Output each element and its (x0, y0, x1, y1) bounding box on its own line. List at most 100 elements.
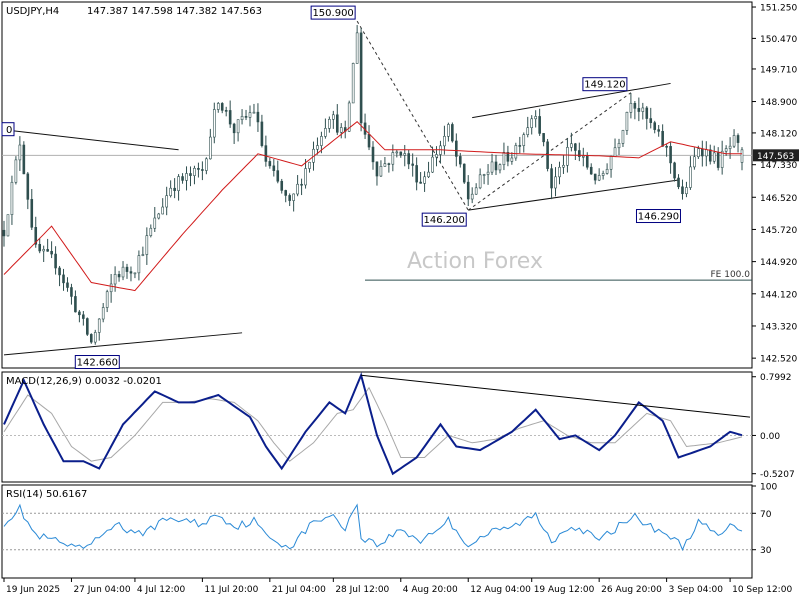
price-callout-box (310, 5, 356, 20)
candle-body (601, 173, 605, 176)
candle-body (494, 161, 498, 171)
candle (486, 164, 490, 185)
candle (411, 153, 414, 177)
candle (597, 168, 601, 182)
candle-body (562, 164, 565, 168)
candle-body (153, 217, 157, 229)
candle (518, 136, 522, 154)
ohlc-label: 147.387 147.598 147.382 147.563 (87, 6, 262, 17)
candle-body (205, 158, 208, 171)
candle (209, 128, 212, 160)
candle-body (292, 193, 295, 201)
candle (316, 137, 319, 155)
candle (681, 179, 684, 200)
candle (117, 270, 121, 282)
candle-body (581, 155, 585, 158)
candle (125, 263, 129, 279)
candle-body (308, 161, 311, 169)
candle (248, 105, 252, 127)
candle-body (542, 133, 545, 143)
candle-body (137, 255, 141, 274)
candle-body (149, 227, 153, 236)
candle (677, 174, 680, 190)
candle (455, 133, 458, 167)
candle (701, 140, 704, 167)
candle-body (379, 166, 383, 177)
candle-body (530, 118, 534, 129)
candle (609, 155, 613, 178)
candle (574, 142, 577, 161)
candle-body (395, 151, 399, 154)
candle-body (689, 166, 692, 188)
price-callout-box (74, 355, 120, 370)
candle (581, 147, 585, 167)
candle-body (681, 186, 684, 195)
candle (720, 140, 724, 175)
candle-body (74, 296, 77, 313)
candle (629, 93, 633, 119)
time-axis-label: 27 Jun 04:00 (73, 585, 130, 595)
candle-body (716, 152, 720, 168)
projection-line (356, 20, 469, 211)
candle-body (141, 254, 145, 256)
candle (347, 100, 351, 132)
candle-body (78, 311, 81, 316)
candle-body (427, 171, 430, 178)
candle (66, 277, 69, 292)
candle (22, 141, 26, 175)
candle (89, 333, 93, 344)
candle-body (387, 163, 391, 165)
candle-body (466, 181, 470, 200)
price-axis-label: 145.720 (760, 226, 797, 236)
candle-body (232, 123, 236, 134)
candle (522, 132, 526, 153)
candle-body (70, 287, 73, 297)
candle (161, 198, 165, 215)
candle-body (252, 111, 256, 114)
candle-body (522, 134, 526, 146)
candle-body (443, 136, 446, 147)
candle (621, 129, 625, 147)
candle (335, 104, 339, 136)
candle-body (701, 148, 704, 157)
candle (82, 311, 85, 326)
time-axis-label: 3 Sep 04:00 (669, 585, 724, 595)
candle (613, 138, 617, 157)
candle-body (669, 146, 672, 164)
candle-body (704, 149, 708, 157)
candle (447, 122, 450, 142)
time-axis-label: 19 Aug 12:00 (534, 585, 595, 595)
candle-body (145, 235, 149, 255)
candle (669, 142, 672, 174)
price-axis-label: 146.520 (760, 194, 797, 204)
candle (224, 106, 228, 117)
candle (435, 146, 438, 167)
candle-body (578, 150, 581, 157)
candle-body (589, 166, 593, 175)
price-axis-label: 149.710 (760, 65, 797, 75)
candle-body (355, 32, 359, 64)
candle-body (685, 187, 688, 195)
candle (439, 140, 442, 164)
candle (498, 163, 502, 174)
candle (526, 116, 530, 138)
candle-body (585, 155, 589, 168)
candle-body (641, 107, 645, 112)
candle-body (625, 111, 629, 131)
candle-body (645, 107, 649, 119)
candle (478, 168, 482, 190)
candle-body (708, 149, 712, 162)
candle (97, 318, 101, 341)
candle-body (296, 183, 299, 195)
candle-body (423, 176, 426, 184)
candle (601, 170, 605, 180)
candle-body (629, 102, 633, 113)
candle-body (455, 140, 458, 157)
candle-body (558, 166, 561, 178)
candle (244, 109, 248, 121)
candle-body (97, 318, 101, 333)
price-callout-box (635, 209, 681, 224)
candle (542, 132, 545, 147)
candle-body (447, 124, 450, 137)
